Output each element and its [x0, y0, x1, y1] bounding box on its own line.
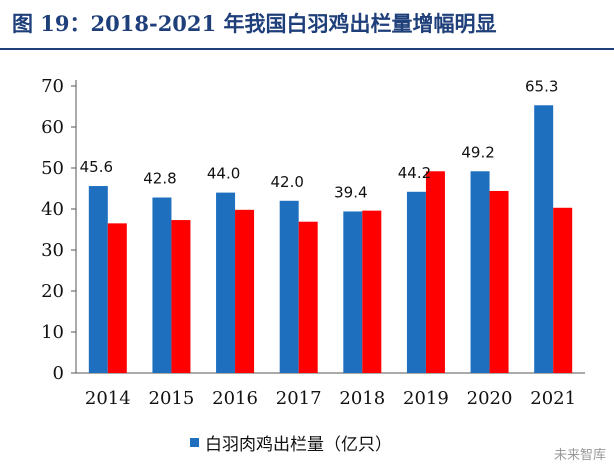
legend-label: 白羽肉鸡出栏量（亿只） [205, 434, 392, 455]
x-tick-label: 2015 [149, 388, 195, 409]
title-underline [0, 48, 614, 50]
x-tick-label: 2017 [276, 388, 322, 409]
y-tick-label: 40 [41, 199, 64, 220]
bar-red [298, 221, 318, 373]
bar-blue [406, 191, 426, 373]
bar-red [171, 220, 191, 373]
data-label: 45.6 [80, 158, 113, 176]
watermark-text: 未来智库 [553, 448, 606, 463]
data-label: 39.4 [334, 183, 367, 201]
bar-red [425, 171, 445, 373]
x-tick-label: 2020 [467, 388, 513, 409]
figure-title: 图 19：2018-2021 年我国白羽鸡出栏量增幅明显 [12, 11, 497, 36]
x-tick-label: 2016 [212, 388, 258, 409]
bar-blue [470, 171, 490, 373]
data-label: 44.2 [398, 164, 431, 182]
x-tick-label: 2021 [530, 388, 576, 409]
data-label: 42.0 [270, 173, 303, 191]
bar-red [362, 210, 382, 373]
legend-swatch-blue [190, 437, 199, 447]
y-tick-label: 0 [53, 363, 64, 384]
bar-blue [88, 186, 108, 373]
bar-red [235, 209, 255, 373]
bar-red [553, 207, 573, 373]
y-tick-label: 70 [41, 76, 64, 97]
y-tick-label: 30 [41, 240, 64, 261]
y-tick-label: 60 [41, 117, 64, 138]
x-tick-label: 2014 [85, 388, 131, 409]
x-tick-label: 2018 [339, 388, 385, 409]
bar-blue [152, 197, 172, 373]
y-tick-label: 10 [41, 322, 64, 343]
data-label: 49.2 [461, 143, 494, 161]
chart-bars [88, 105, 573, 374]
data-label: 65.3 [525, 77, 558, 95]
bar-red [107, 223, 127, 373]
bar-blue [279, 200, 299, 373]
chart-legend: 白羽肉鸡出栏量（亿只） [190, 430, 392, 455]
bar-blue [343, 211, 363, 373]
data-label: 42.8 [143, 170, 176, 188]
x-tick-label: 2019 [403, 388, 449, 409]
bar-blue [534, 105, 554, 374]
chart-labels: 45.6 42.8 44.0 42.0 39.4 44.2 49.2 65.3 [80, 77, 559, 201]
bar-red [489, 190, 509, 373]
y-tick-label: 20 [41, 281, 64, 302]
bar-blue [216, 192, 236, 373]
data-label: 44.0 [207, 165, 240, 183]
y-tick-label: 50 [41, 158, 64, 179]
